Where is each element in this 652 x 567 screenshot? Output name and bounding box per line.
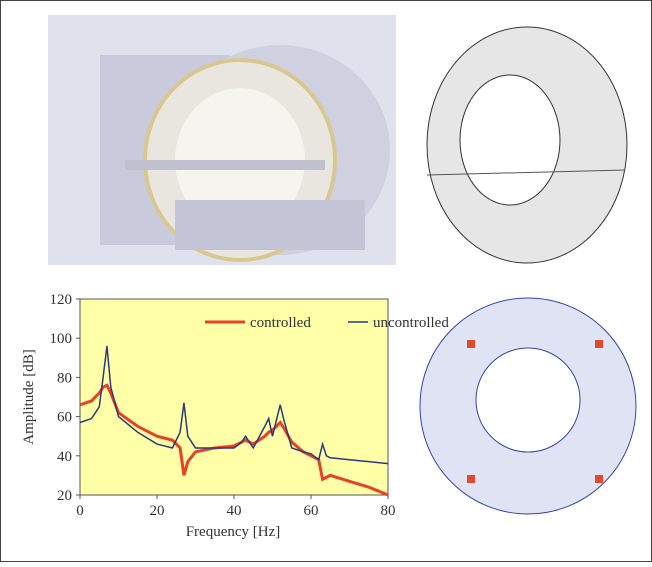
y-tick-label: 40 [57, 449, 72, 465]
scanner-photo [48, 15, 396, 265]
x-tick-label: 20 [150, 503, 165, 519]
legend-label: controlled [250, 315, 311, 331]
x-tick-label: 0 [76, 503, 84, 519]
x-tick-label: 40 [227, 503, 242, 519]
y-tick-label: 80 [57, 370, 72, 386]
x-axis-label: Frequency [Hz] [186, 524, 281, 540]
mesh-3d [426, 26, 628, 264]
series-line [79, 345, 389, 465]
x-tick-label: 80 [381, 503, 396, 519]
mesh-ring [419, 297, 637, 515]
y-tick-label: 120 [50, 292, 73, 308]
y-axis-label: Amplitude [dB] [21, 349, 37, 444]
y-tick-label: 100 [50, 331, 73, 347]
plot-area [79, 298, 389, 496]
legend-label: uncontrolled [373, 315, 449, 331]
y-tick-label: 60 [57, 410, 72, 426]
y-tick-label: 20 [57, 488, 72, 504]
x-tick-label: 60 [304, 503, 319, 519]
